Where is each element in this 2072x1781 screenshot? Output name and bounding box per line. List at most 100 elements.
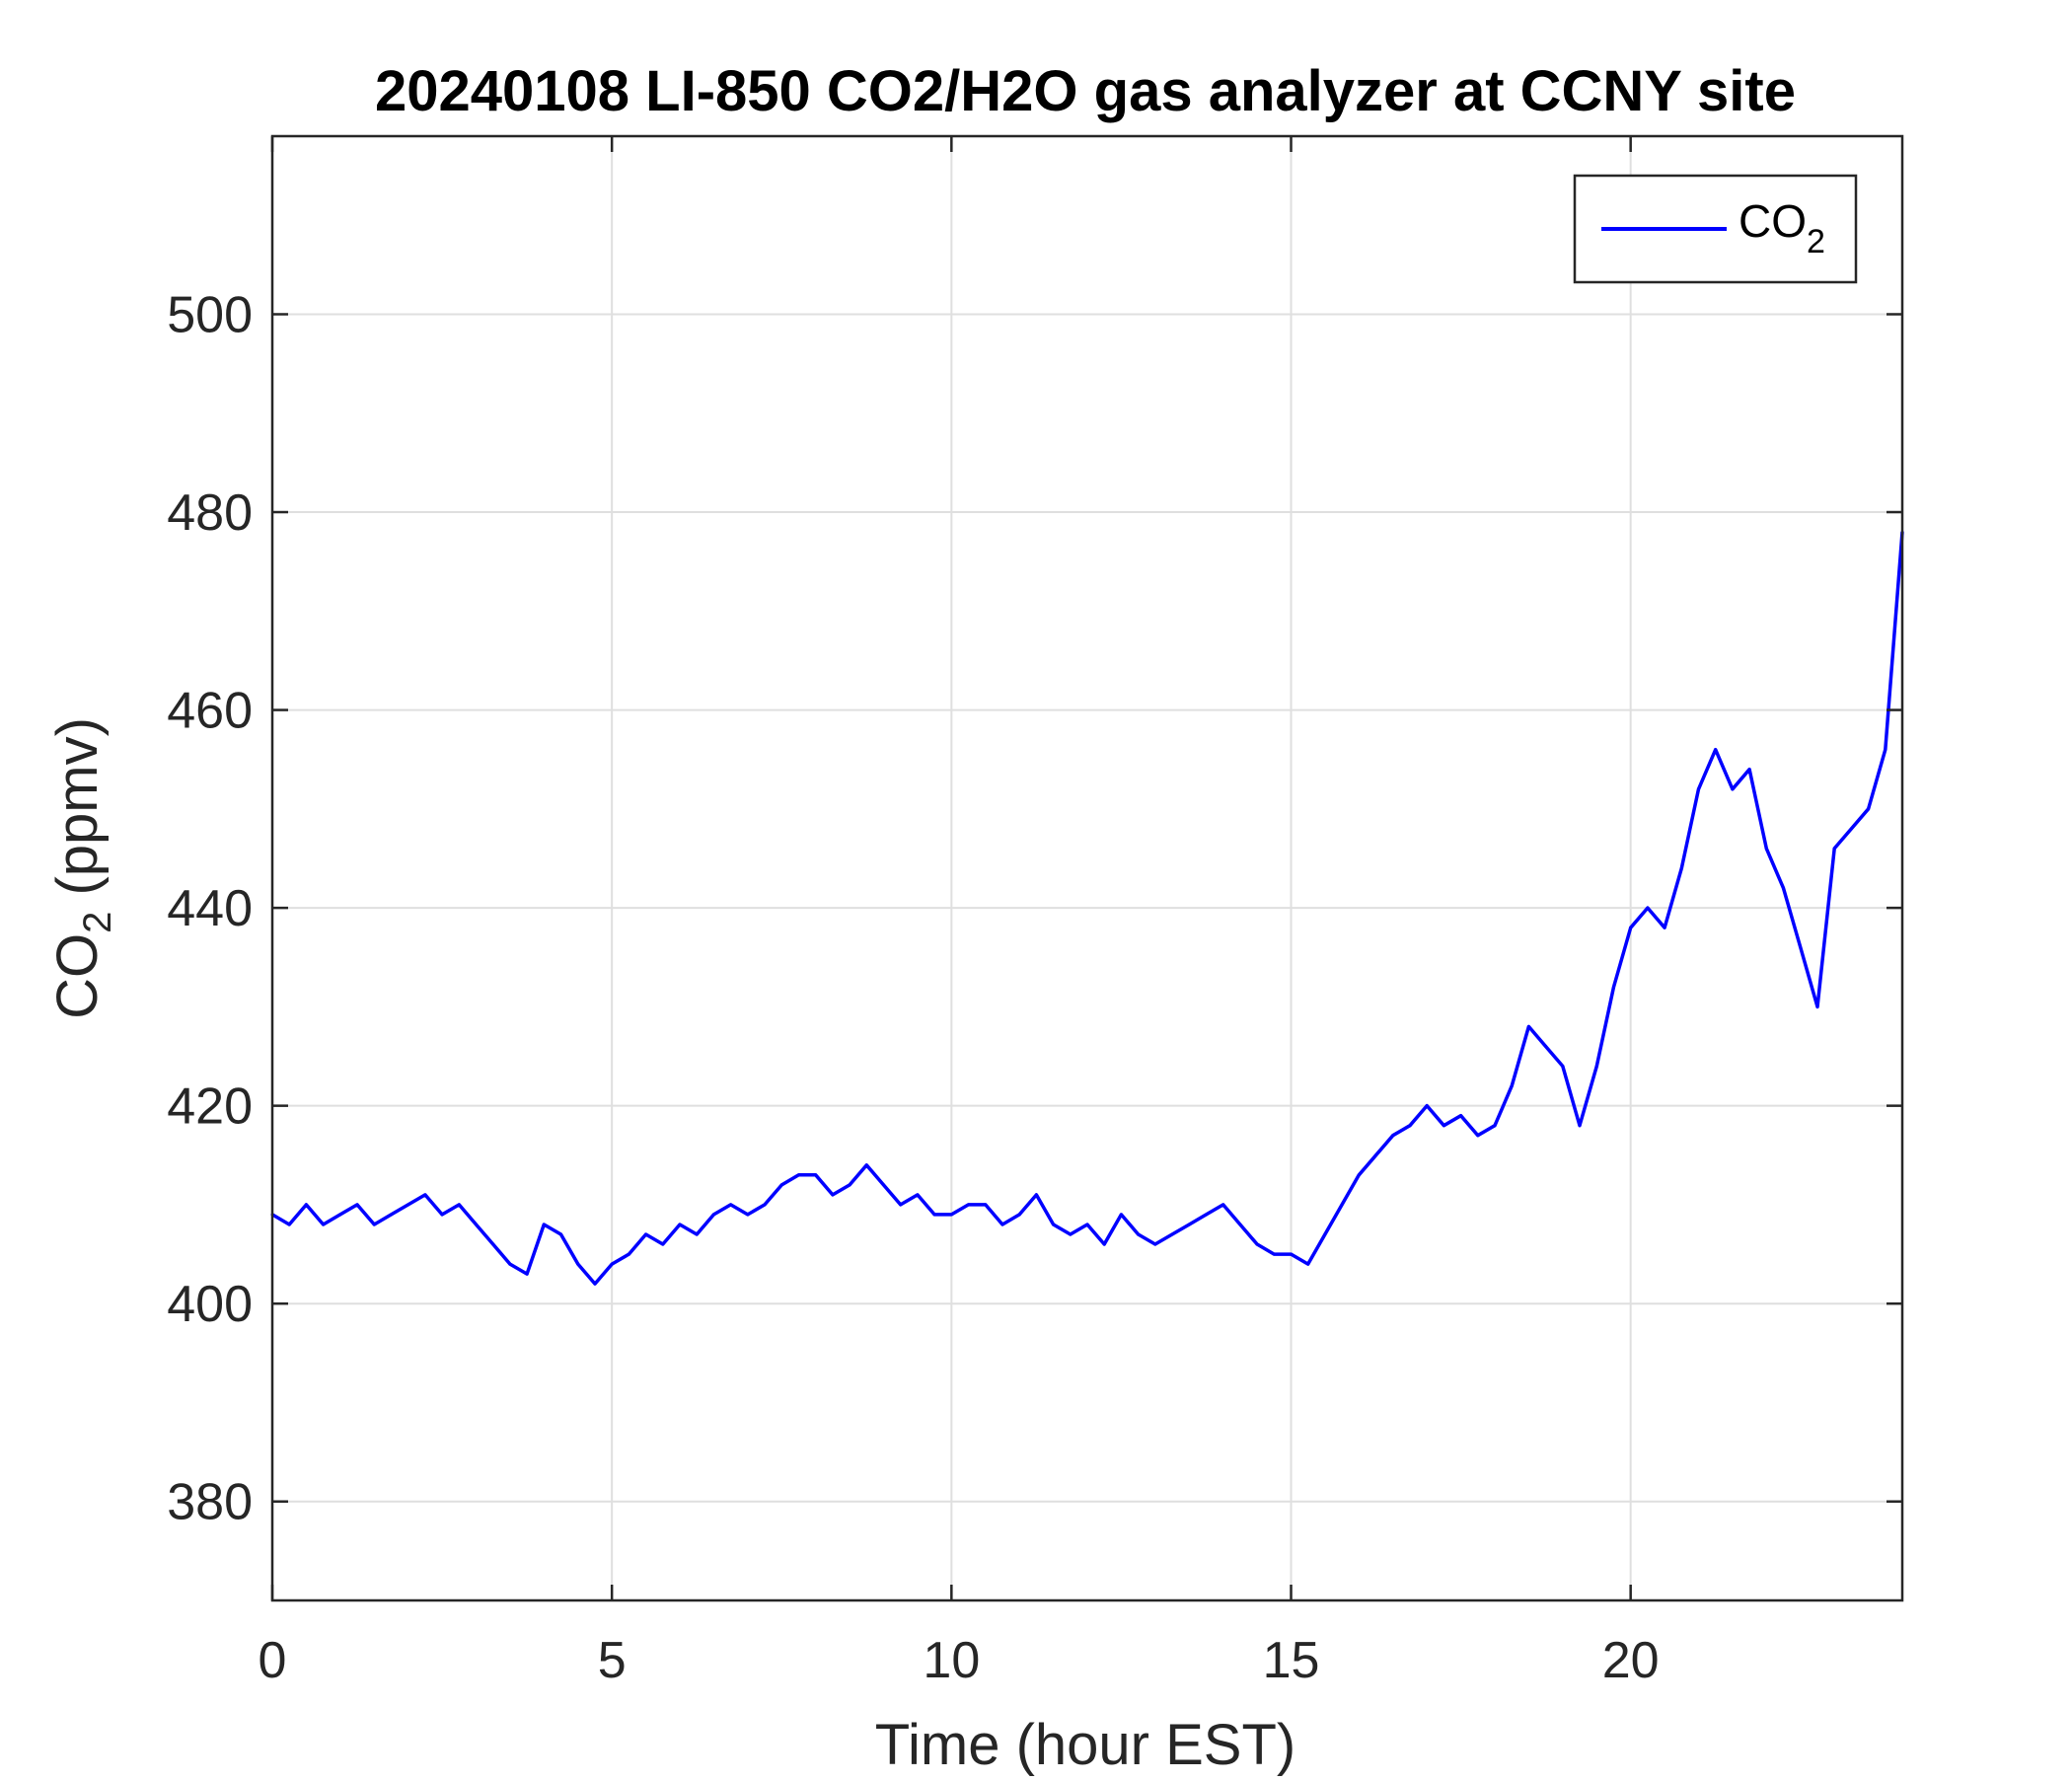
data-point [1510,1084,1514,1088]
data-point [1272,1252,1276,1256]
data-point [1646,906,1650,910]
data-point [1340,1203,1344,1207]
data-point [1578,1124,1582,1128]
data-point [1153,1242,1157,1246]
data-point [542,1223,546,1226]
data-point [1204,1213,1208,1217]
data-point [711,1213,715,1217]
data-point [1611,985,1615,989]
data-point [1102,1242,1106,1246]
data-point [1374,1153,1378,1157]
data-point [916,1193,920,1197]
data-point [1679,866,1683,870]
y-tick-label: 500 [167,286,253,343]
data-point [407,1203,410,1207]
data-point [1849,827,1853,831]
data-point [1697,787,1700,791]
data-point [729,1203,733,1207]
data-point [779,1183,783,1187]
data-point [1391,1134,1395,1138]
data-point [1000,1223,1004,1226]
data-point [525,1272,529,1276]
data-point [576,1262,580,1266]
data-point [1782,886,1786,890]
data-point [932,1213,936,1217]
y-tick-label: 440 [167,880,253,937]
data-point [1867,807,1871,811]
data-point [1731,787,1735,791]
data-point [949,1213,953,1217]
legend-label-co2: CO2 [1739,195,1825,260]
data-point [882,1183,885,1187]
data-point [1764,847,1768,851]
x-tick-label: 10 [923,1632,980,1689]
data-point [678,1223,682,1226]
data-point [338,1213,342,1217]
plot-area [272,136,1902,1600]
data-point [1238,1223,1242,1226]
data-point [1290,1252,1293,1256]
legend: CO2 [1573,174,1858,284]
data-point [1221,1203,1225,1207]
x-tick-label: 0 [259,1632,287,1689]
plot-frame [270,134,1904,1602]
y-tick-label: 400 [167,1276,253,1333]
data-point [695,1232,699,1236]
data-point [848,1183,851,1187]
data-point [1425,1104,1429,1108]
data-point [355,1203,359,1207]
data-point [1544,1044,1548,1048]
data-point [1069,1232,1073,1236]
x-tick-label: 15 [1263,1632,1320,1689]
data-layer [270,530,1904,1286]
data-point [1255,1242,1259,1246]
data-point [831,1193,835,1197]
x-tick-label: 20 [1602,1632,1660,1689]
data-point [1799,945,1803,949]
y-axis-label: CO2 (ppmv) [45,717,119,1019]
data-point [1832,847,1836,851]
data-point [1170,1232,1174,1236]
data-point [1017,1213,1021,1217]
y-tick-label: 460 [167,683,253,740]
data-point [1594,1065,1598,1069]
data-point [1323,1232,1327,1236]
data-point [661,1242,665,1246]
data-point [899,1203,903,1207]
data-point [491,1242,495,1246]
data-point [1034,1193,1038,1197]
data-point [1357,1173,1361,1177]
data-point [304,1203,308,1207]
data-point [644,1232,648,1236]
data-point [1306,1262,1310,1266]
data-point [984,1203,988,1207]
x-tick-label: 5 [598,1632,627,1689]
data-point [1119,1213,1123,1217]
data-point [1714,748,1718,752]
data-point [1629,926,1633,929]
axes-frame [270,134,1904,1602]
data-point [746,1213,750,1217]
data-point [1747,768,1751,772]
data-point [1526,1024,1530,1028]
data-point [1052,1223,1056,1226]
data-point [1493,1124,1497,1128]
data-point [389,1213,393,1217]
data-point [1815,1004,1819,1008]
data-point [508,1262,512,1266]
y-axis-label-suffix: (ppmv) [45,717,110,912]
data-point [423,1193,427,1197]
data-point [287,1223,291,1226]
data-point [475,1223,478,1226]
data-point [1187,1223,1191,1226]
data-point [1408,1124,1412,1128]
data-point [1137,1232,1141,1236]
data-point [763,1203,767,1207]
y-tick-label: 420 [167,1078,253,1136]
ticks: 0 5 10 15 20 380 400 420 440 460 480 500 [167,136,1902,1689]
grid [271,136,1902,1600]
data-point [559,1232,563,1236]
data-point [610,1262,614,1266]
